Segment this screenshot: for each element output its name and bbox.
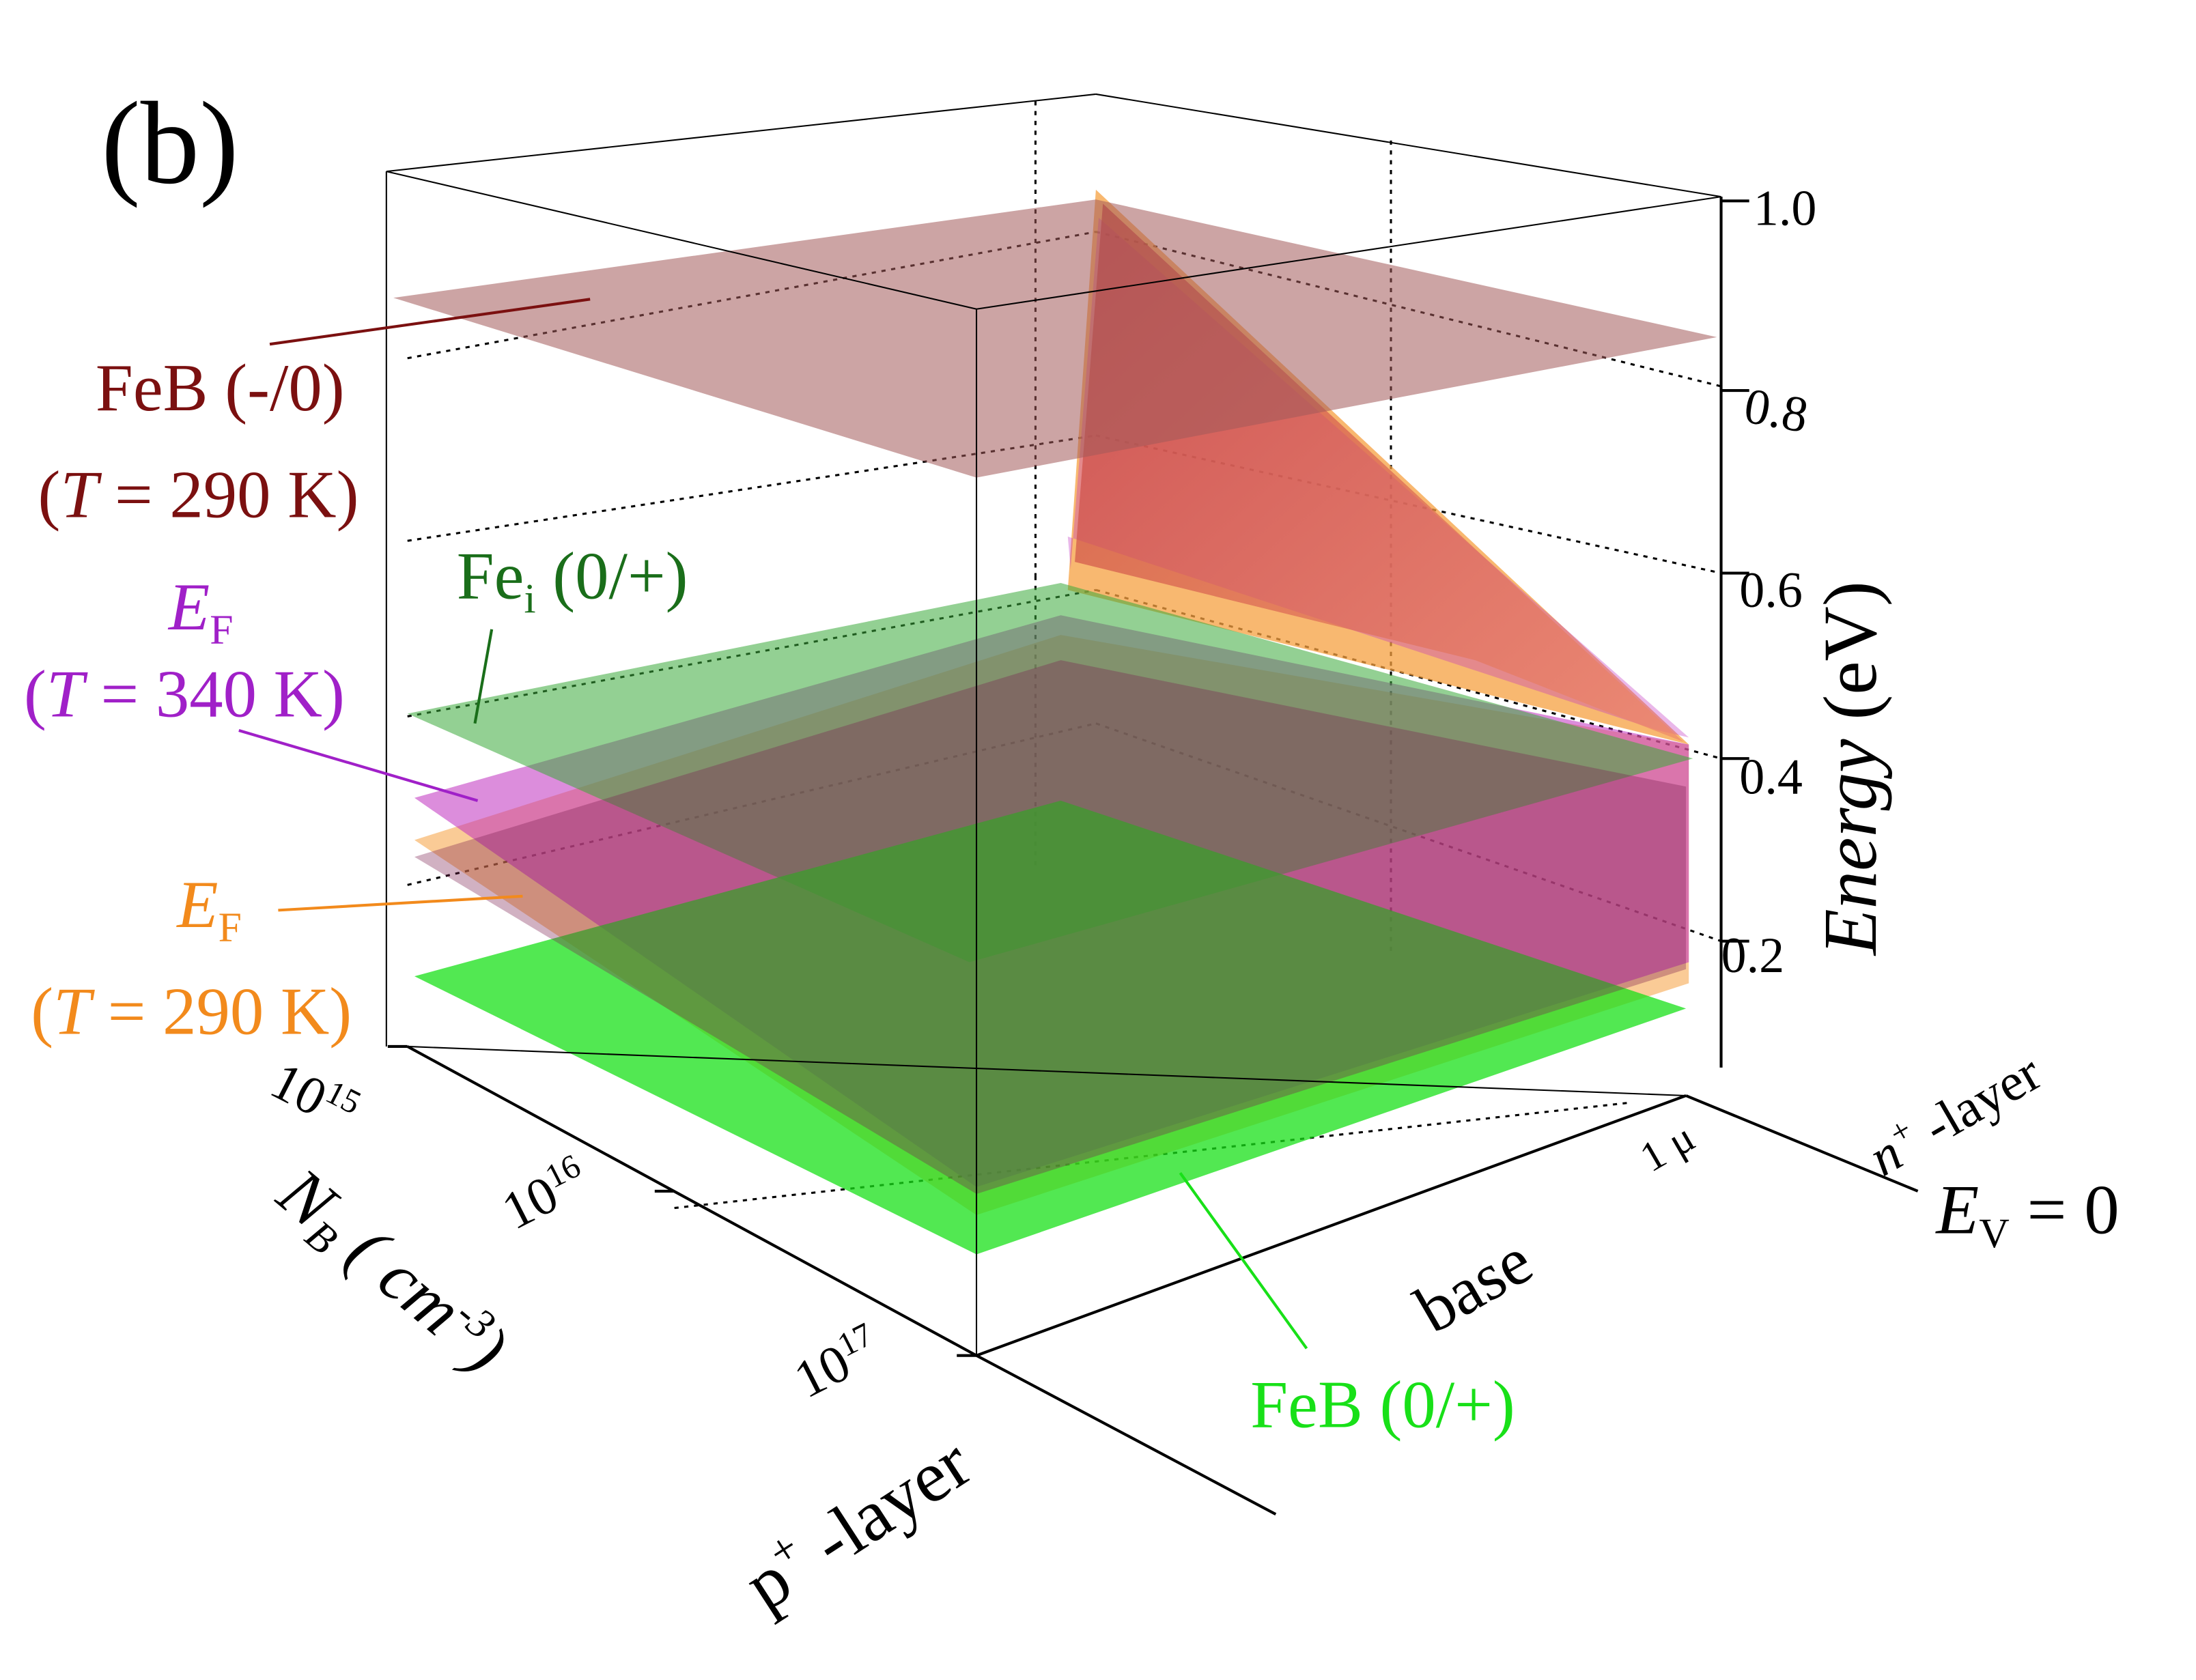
energy-axis-title: Energy (eV) [1809,581,1893,956]
svg-text:(T = 340 K): (T = 340 K) [24,657,345,731]
doping-tick-1e16: 1016 [492,1147,597,1241]
callout-fei [473,629,494,724]
energy-axis-ticks [1721,199,1749,943]
tick-label-0-6: 0.6 [1739,563,1803,618]
doping-tick-1e15: 1015 [262,1049,367,1143]
ev-label: EV = 0 [1934,1171,2119,1257]
svg-text:(T = 290 K): (T = 290 K) [31,974,352,1049]
surface-fei [407,582,1693,963]
box-back-frame [385,93,1721,1047]
label-feb-minus: FeB (-/0) (T = 290 K) [38,351,359,532]
svg-text:(T = 290 K): (T = 290 K) [38,457,359,532]
callout-ef-340 [238,729,479,802]
p-layer-label: p+ -layer [729,1419,985,1626]
surface-feb-plus [414,800,1687,1255]
tick-label-1-0: 1.0 [1754,180,1817,236]
micron-label: 1 μ [1633,1114,1703,1182]
label-ef-340: EF (T = 340 K) [24,570,345,732]
label-ef-290: EF (T = 290 K) [31,868,352,1049]
svg-text:FeB (-/0): FeB (-/0) [96,351,345,425]
base-label: base [1403,1223,1544,1348]
surface-feb-minus [393,199,1717,478]
box-front-frame [386,171,1721,1356]
panel-label: (b) [101,79,239,209]
label-fei: Fei (0/+) [457,539,688,623]
tick-label-0-2: 0.2 [1721,928,1785,984]
doping-axis-title: NB ( cm-3) [260,1153,522,1391]
energy-axis-tick-labels: 1.0 0.8 0.6 0.4 0.2 [1721,180,1817,984]
svg-text:EF: EF [175,868,242,951]
label-feb-plus: FeB (0/+) [1250,1368,1515,1442]
axes [406,197,1919,1515]
callout-feb-minus [269,298,591,346]
doping-axis-ticks [387,1044,977,1357]
n-layer-label: n+ -layer [1858,1040,2051,1187]
tick-label-0-8: 0.8 [1740,378,1812,444]
tick-label-0-4: 0.4 [1739,750,1803,806]
svg-text:EF: EF [167,570,234,653]
callout-ef-290 [278,894,523,912]
callout-feb-plus [1179,1171,1308,1350]
doping-tick-1e17: 1017 [784,1315,889,1410]
surface-overlap-base [414,660,1687,1195]
